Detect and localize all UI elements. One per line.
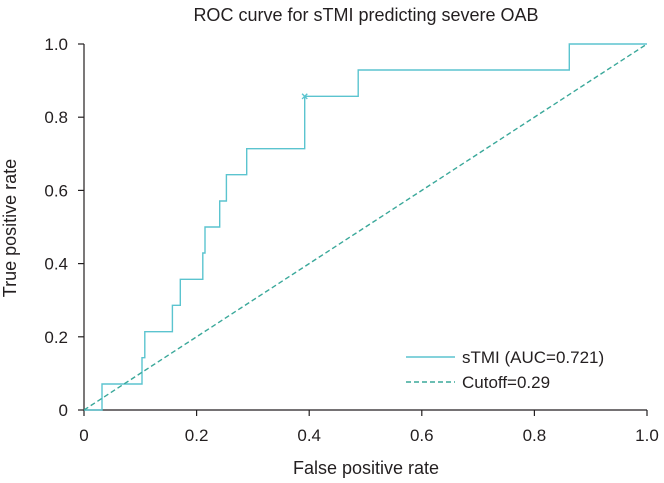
y-tick-label: 0.2 <box>44 328 68 347</box>
x-tick-label: 0.2 <box>185 426 209 445</box>
x-tick-label: 0.8 <box>523 426 547 445</box>
y-tick-label: 0.4 <box>44 255 68 274</box>
y-tick-label: 1.0 <box>44 35 68 54</box>
x-tick-label: 1.0 <box>635 426 659 445</box>
x-axis-label: False positive rate <box>293 458 439 478</box>
legend: sTMI (AUC=0.721) Cutoff=0.29 <box>406 348 604 392</box>
x-tick-label: 0.4 <box>297 426 321 445</box>
series-line-0 <box>84 43 647 411</box>
x-tick-label: 0 <box>79 426 88 445</box>
y-tick-label: 0.8 <box>44 108 68 127</box>
plot-lines <box>83 43 648 411</box>
x-tick-label: 0.6 <box>410 426 434 445</box>
y-tick-label: 0 <box>59 401 68 420</box>
axes: 0 0.2 0.4 0.6 0.8 1.0 0 0.2 0.4 0.6 0.8 1.0 <box>44 35 658 445</box>
legend-label-0: sTMI (AUC=0.721) <box>462 348 604 367</box>
y-tick-label: 0.6 <box>44 181 68 200</box>
cutoff-marker-stroke <box>301 93 308 100</box>
chart-title: ROC curve for sTMI predicting severe OAB <box>193 5 538 25</box>
legend-label-1: Cutoff=0.29 <box>462 373 550 392</box>
y-axis-label: True positive rate <box>0 159 20 297</box>
cutoff-marker <box>301 93 308 100</box>
